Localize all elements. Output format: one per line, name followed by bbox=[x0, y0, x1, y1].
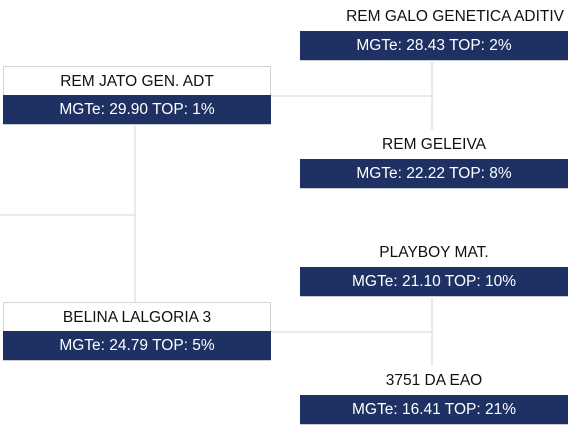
pedigree-node-dam-sire[interactable]: PLAYBOY MAT. MGTe: 21.10 TOP: 10% bbox=[300, 238, 568, 297]
node-name: REM GALO GENETICA ADITIV bbox=[300, 2, 568, 31]
node-name: 3751 DA EAO bbox=[300, 366, 568, 395]
node-name: REM JATO GEN. ADT bbox=[3, 66, 271, 95]
pedigree-node-dam-dam[interactable]: 3751 DA EAO MGTe: 16.41 TOP: 21% bbox=[300, 366, 568, 425]
node-stats: MGTe: 22.22 TOP: 8% bbox=[300, 159, 568, 189]
node-stats: MGTe: 29.90 TOP: 1% bbox=[3, 95, 271, 125]
node-name: PLAYBOY MAT. bbox=[300, 238, 568, 267]
node-stats: MGTe: 24.79 TOP: 5% bbox=[3, 331, 271, 361]
node-name: REM GELEIVA bbox=[300, 130, 568, 159]
node-name: BELINA LALGORIA 3 bbox=[3, 302, 271, 331]
node-stats: MGTe: 28.43 TOP: 2% bbox=[300, 31, 568, 61]
node-stats: MGTe: 21.10 TOP: 10% bbox=[300, 267, 568, 297]
node-stats: MGTe: 16.41 TOP: 21% bbox=[300, 395, 568, 425]
pedigree-node-sire-dam[interactable]: REM GELEIVA MGTe: 22.22 TOP: 8% bbox=[300, 130, 568, 189]
pedigree-node-sire[interactable]: REM JATO GEN. ADT MGTe: 29.90 TOP: 1% bbox=[3, 66, 271, 125]
pedigree-node-dam[interactable]: BELINA LALGORIA 3 MGTe: 24.79 TOP: 5% bbox=[3, 302, 271, 361]
pedigree-node-sire-sire[interactable]: REM GALO GENETICA ADITIV MGTe: 28.43 TOP… bbox=[300, 2, 568, 61]
